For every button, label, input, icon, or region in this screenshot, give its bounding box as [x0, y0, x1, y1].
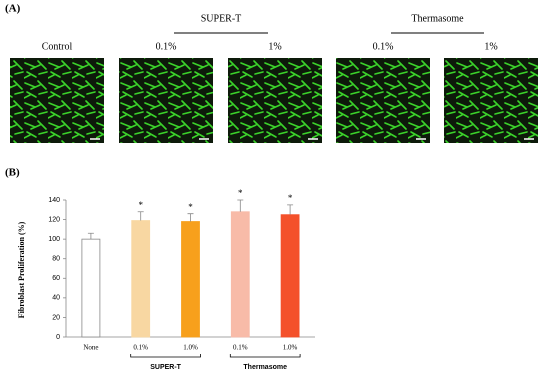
- error-bar: [187, 213, 194, 222]
- x-tick-label: 1.0%: [183, 344, 198, 352]
- error-bar: [287, 204, 294, 215]
- bar-chart: 0 20 40 60 80 100 120 140 None 0.1% * 1.0% * 0.1% * 1.0…: [48, 188, 315, 371]
- panel-a: Control 0.1% 1% 0.1% 1% SUPER-T Thermasome: [10, 13, 538, 143]
- image-label: 1%: [268, 41, 281, 52]
- micrograph: [119, 58, 213, 143]
- error-bar: [87, 232, 94, 240]
- image-label: 0.1%: [156, 41, 177, 52]
- error-bar: [137, 211, 144, 221]
- y-axis-label: Fibroblast Proliferation (%): [17, 221, 26, 318]
- significance-mark: *: [238, 188, 243, 198]
- group-label: SUPER-T: [201, 13, 242, 24]
- micrograph: [444, 58, 538, 143]
- bar: [131, 220, 151, 338]
- bar: [280, 214, 300, 338]
- x-tick-label: 0.1%: [133, 344, 148, 352]
- significance-mark: *: [188, 202, 193, 212]
- y-tick-label: 100: [48, 236, 60, 243]
- y-tick-label: 140: [48, 197, 60, 204]
- y-tick-label: 40: [52, 295, 60, 302]
- group-bracket: [130, 354, 201, 358]
- bar: [181, 221, 200, 338]
- x-tick-label: None: [83, 344, 98, 352]
- y-tick-label: 0: [56, 334, 60, 341]
- bar: [230, 211, 250, 338]
- y-tick-label: 80: [52, 256, 60, 263]
- x-tick-label: 0.1%: [233, 344, 248, 352]
- y-tick-label: 60: [52, 275, 60, 282]
- group-label: Thermasome: [243, 364, 287, 371]
- group-label: Thermasome: [411, 13, 464, 24]
- x-tick-label: 1.0%: [283, 344, 298, 352]
- micrograph: [228, 58, 322, 143]
- micrograph: [336, 58, 430, 143]
- bar: [81, 238, 101, 338]
- image-label: Control: [42, 41, 73, 52]
- panel-label: (A): [5, 3, 21, 15]
- micrograph: [10, 58, 104, 143]
- significance-mark: *: [288, 193, 293, 203]
- error-bar: [237, 199, 244, 212]
- y-tick-label: 20: [52, 314, 60, 321]
- panel-label: (B): [5, 167, 20, 179]
- group-bracket: [229, 354, 301, 358]
- y-tick-label: 120: [48, 216, 60, 223]
- image-label: 0.1%: [373, 41, 394, 52]
- image-label: 1%: [484, 41, 497, 52]
- significance-mark: *: [138, 200, 143, 210]
- group-label: SUPER-T: [150, 364, 181, 371]
